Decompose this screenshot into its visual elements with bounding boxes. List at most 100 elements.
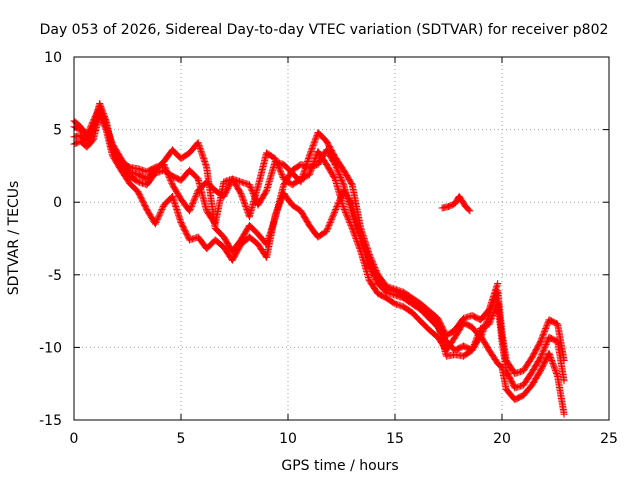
data-point-marker [489,311,497,319]
y-tick-label: 0 [53,195,62,211]
data-point-marker [487,314,495,322]
data-point-marker [242,203,250,211]
data-point-marker [542,323,550,331]
data-point-marker [343,213,351,221]
data-point-marker [197,146,205,154]
data-point-marker [337,174,345,182]
data-point-marker [271,211,279,219]
data-point-marker [311,136,319,144]
data-point-marker [330,174,338,182]
data-point-marker [275,203,283,211]
data-point-marker [160,160,168,168]
data-point-marker [199,153,207,161]
data-point-marker [369,259,377,267]
data-point-marker [167,176,175,184]
data-point-marker [494,280,502,288]
data-point-marker [327,217,335,225]
x-tick-label: 5 [177,431,186,447]
data-point-marker [250,192,258,200]
y-tick-label: -15 [39,413,62,429]
data-point-marker [336,172,344,180]
data-point-marker [552,367,559,375]
data-point-marker [541,327,549,335]
data-point-marker [371,264,379,272]
data-point-marker [338,178,346,186]
data-point-marker [312,134,320,142]
data-point-marker [309,143,317,151]
data-point-marker [337,194,345,202]
data-point-marker [539,330,547,338]
data-point-marker [202,160,210,168]
x-tick-label: 15 [386,431,404,447]
data-point-marker [311,155,319,163]
data-point-marker [490,307,498,315]
data-point-marker [548,356,556,364]
data-point-marker [333,165,341,173]
data-point-marker [341,208,349,216]
data-point-marker [274,204,282,212]
data-point-marker [542,340,550,348]
data-point-marker [262,188,270,196]
data-point-marker [246,182,254,190]
data-point-marker [190,197,198,205]
series-track-5 [438,192,474,215]
data-point-marker [277,195,285,203]
data-point-marker [340,204,348,212]
data-point-marker [202,162,210,170]
data-point-marker [337,175,345,183]
data-point-marker [334,201,342,209]
data-point-marker [237,189,245,197]
data-point-marker [272,210,280,218]
data-point-marker [91,120,99,128]
data-point-marker [370,262,378,270]
data-point-marker [189,200,197,208]
data-point-marker [306,149,314,157]
data-point-marker [191,194,199,202]
data-point-marker [165,172,173,180]
data-point-marker [166,175,174,183]
data-point-marker [195,142,203,150]
data-point-marker [200,155,208,163]
data-point-marker [194,139,202,147]
data-point-marker [275,201,283,209]
x-tick-label: 20 [493,431,511,447]
data-point-marker [92,117,100,125]
data-point-marker [164,171,172,179]
data-point-marker [310,139,318,147]
data-point-marker [343,211,351,219]
data-point-marker [486,317,494,325]
data-point-marker [560,410,568,418]
data-point-marker [365,250,373,258]
data-point-marker [332,205,340,213]
data-point-marker [335,169,343,177]
data-point-marker [91,118,99,126]
x-tick-label: 0 [70,431,79,447]
data-point-marker [543,339,551,347]
data-point-marker [323,226,331,234]
y-tick-label: 10 [44,50,62,66]
data-point-marker [247,185,255,193]
data-point-marker [324,224,332,232]
data-point-marker [547,355,555,363]
data-point-marker [308,144,316,152]
data-point-marker [550,364,558,372]
data-point-marker [151,220,159,228]
data-point-marker [277,169,285,177]
data-point-marker [368,258,376,266]
data-point-marker [164,169,172,177]
data-point-marker [192,191,200,199]
data-point-marker [248,187,256,195]
series-track-3 [70,111,568,418]
data-point-marker [199,152,207,160]
data-point-marker [551,365,559,373]
data-point-marker [334,166,342,174]
data-point-marker [328,214,336,222]
data-point-marker [312,153,320,161]
data-point-marker [201,158,209,166]
data-point-marker [276,200,284,208]
data-point-marker [155,213,163,221]
data-point-marker [335,198,343,206]
data-point-marker [371,265,379,273]
data-point-marker [537,352,545,360]
data-point-marker [543,338,551,346]
